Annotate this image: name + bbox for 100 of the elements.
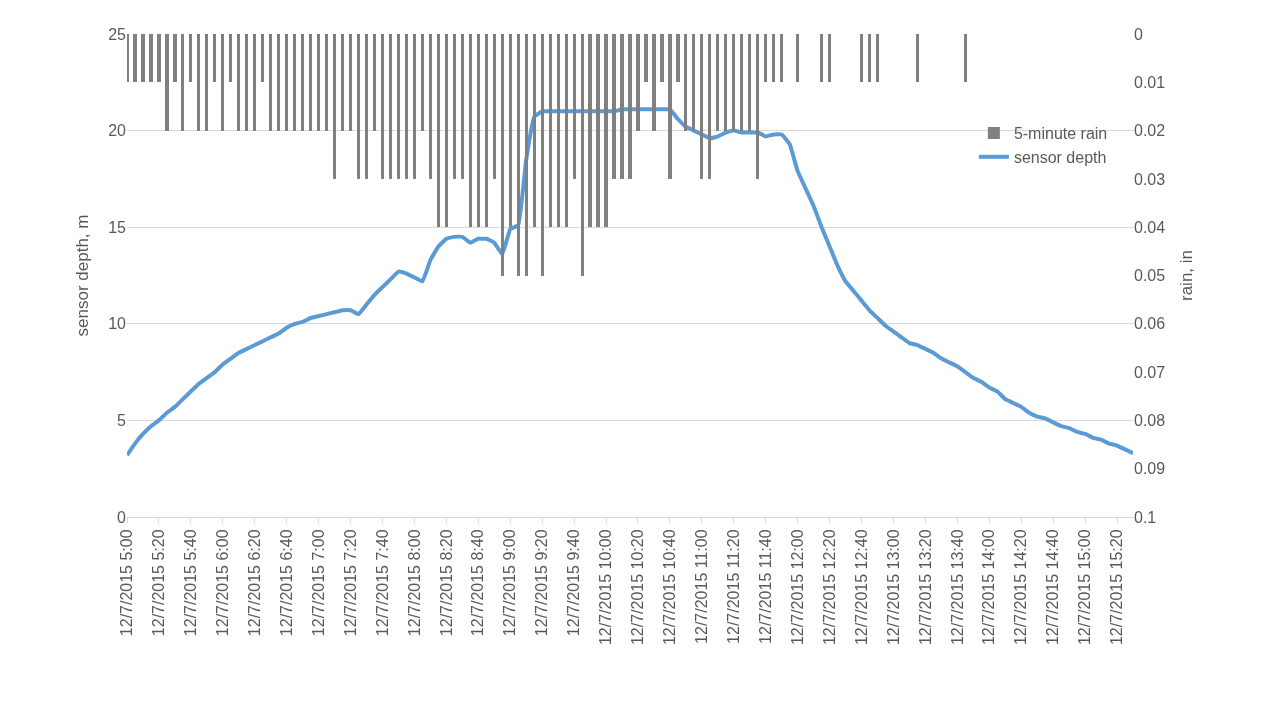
x-tick-label: 12/7/2015 10:40	[661, 529, 679, 646]
y-tick-label: 0	[117, 508, 127, 526]
bar	[341, 34, 344, 131]
bar	[469, 34, 472, 227]
y2-tick-label: 0.01	[1134, 73, 1166, 91]
y2-tick-label: 0.08	[1134, 412, 1166, 429]
bar	[676, 34, 680, 82]
bar	[716, 34, 719, 131]
x-tick-label: 12/7/2015 6:00	[214, 529, 232, 637]
bar	[229, 34, 232, 82]
bar	[533, 34, 536, 227]
bar	[477, 34, 480, 227]
y2-axis-title: rain, in	[1176, 249, 1196, 302]
bar	[581, 34, 584, 276]
bar	[285, 34, 288, 131]
bar	[652, 34, 656, 131]
y2-tick-label: 0.04	[1134, 218, 1166, 236]
bar	[429, 34, 432, 179]
bar	[501, 34, 504, 276]
bar	[828, 34, 831, 82]
bar	[333, 34, 336, 179]
bar	[636, 34, 640, 131]
bar	[596, 34, 600, 227]
y2-tick-label: 0.05	[1134, 267, 1166, 285]
bar	[445, 34, 448, 227]
x-tick-label: 12/7/2015 5:20	[150, 529, 168, 637]
bar	[381, 34, 384, 179]
bar	[644, 34, 648, 82]
bar	[309, 34, 312, 131]
bar	[700, 34, 703, 179]
y-tick-label: 25	[108, 25, 127, 43]
x-tick-label: 12/7/2015 8:40	[469, 529, 487, 637]
x-tick-label: 12/7/2015 5:00	[118, 529, 136, 637]
bar	[573, 34, 576, 179]
bar	[205, 34, 208, 131]
x-tick-label: 12/7/2015 9:40	[565, 529, 583, 637]
x-tick-label: 12/7/2015 8:00	[405, 529, 423, 637]
bar	[549, 34, 552, 227]
x-tick-label: 12/7/2015 7:20	[341, 529, 359, 637]
bar	[916, 34, 919, 82]
y2-tick-label: 0.1	[1134, 508, 1157, 526]
bar	[525, 34, 528, 276]
y2-tick-label: 0.06	[1134, 315, 1166, 333]
y2-tick-label: 0.03	[1134, 170, 1166, 188]
x-tick-label: 12/7/2015 13:40	[948, 529, 966, 646]
bar	[732, 34, 735, 131]
y2-tick-label: 0.09	[1134, 460, 1166, 478]
bar	[157, 34, 161, 82]
x-tick-label: 12/7/2015 12:00	[788, 529, 806, 646]
bar	[357, 34, 360, 179]
bar	[349, 34, 352, 131]
bar	[692, 34, 695, 131]
y2-tick-label: 0.02	[1134, 122, 1166, 140]
x-tick-label: 12/7/2015 14:40	[1044, 529, 1062, 646]
bar	[127, 34, 129, 82]
x-tick-label: 12/7/2015 12:20	[820, 529, 838, 646]
bar	[604, 34, 608, 227]
bar	[764, 34, 767, 82]
x-tick-label: 12/7/2015 5:40	[182, 529, 200, 637]
bar	[373, 34, 376, 131]
bar	[317, 34, 320, 131]
y2-tick-label: 0	[1134, 25, 1143, 43]
bar	[293, 34, 296, 131]
bar	[453, 34, 456, 179]
bar	[245, 34, 248, 131]
bar	[964, 34, 967, 82]
x-tick-label: 12/7/2015 12:40	[852, 529, 870, 646]
bar	[261, 34, 264, 82]
bar	[557, 34, 560, 227]
y-axis-title: sensor depth, m	[72, 214, 92, 337]
bar	[181, 34, 184, 131]
bar	[820, 34, 823, 82]
y-tick-label: 5	[117, 412, 127, 429]
x-tick-label: 12/7/2015 13:00	[884, 529, 902, 646]
bar	[860, 34, 863, 82]
bar	[213, 34, 216, 82]
y2-tick-label: 0.07	[1134, 363, 1166, 381]
bar	[876, 34, 879, 82]
bar	[173, 34, 177, 82]
bar	[277, 34, 280, 131]
bar	[772, 34, 775, 82]
bar	[221, 34, 224, 131]
x-tick-label: 12/7/2015 14:00	[980, 529, 998, 646]
bar	[708, 34, 711, 179]
bar	[197, 34, 200, 131]
bar	[405, 34, 408, 179]
y-tick-label: 15	[108, 218, 127, 236]
x-tick-label: 12/7/2015 10:20	[629, 529, 647, 646]
bar	[237, 34, 240, 131]
bar	[612, 34, 616, 179]
bar	[541, 34, 544, 276]
x-tick-label: 12/7/2015 6:40	[277, 529, 295, 637]
bar	[253, 34, 256, 131]
bar	[684, 34, 687, 131]
x-tick-label: 12/7/2015 7:00	[309, 529, 327, 637]
bar	[165, 34, 169, 131]
bar	[397, 34, 400, 179]
x-tick-label: 12/7/2015 15:20	[1108, 529, 1126, 646]
bar	[868, 34, 871, 82]
legend-label: 5-minute rain	[1013, 125, 1108, 143]
